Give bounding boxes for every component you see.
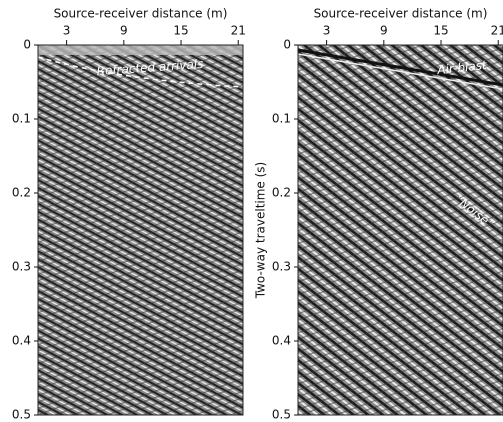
x-tick-label: 21 (231, 24, 246, 38)
x-tick-label: 3 (63, 24, 71, 38)
y-tick-label: 0 (23, 38, 31, 52)
refraction-curve (37, 56, 244, 88)
x-axis-label: Source-receiver distance (m) (54, 7, 228, 21)
y-tick-label: 0.5 (272, 408, 291, 422)
x-tick-label: 3 (323, 24, 331, 38)
y-tick-label: 0.3 (12, 260, 31, 274)
x-tick-label: 15 (173, 24, 188, 38)
y-tick-label: 0 (283, 38, 291, 52)
y-tick-label: 0.5 (12, 408, 31, 422)
x-tick-label: 15 (433, 24, 448, 38)
y-tick-label: 0.2 (272, 186, 291, 200)
y-tick-label: 0.3 (272, 260, 291, 274)
plot-frame (297, 44, 503, 416)
plot-frame (37, 44, 244, 416)
x-tick-label: 9 (380, 24, 388, 38)
annotation: Air-blast (436, 58, 489, 77)
x-axis-label: Source-receiver distance (m) (314, 7, 488, 21)
x-tick-label: 21 (491, 24, 503, 38)
y-tick-label: 0.1 (12, 112, 31, 126)
y-axis-label: Two-way traveltime (s) (254, 162, 268, 300)
panel: Source-receiver distance (m) 3 9 15 21 0 0.1 0.… (254, 7, 503, 422)
y-tick-label: 0.2 (12, 186, 31, 200)
seismic-overlay (38, 45, 243, 415)
y-tick-label: 0.1 (272, 112, 291, 126)
y-tick-label: 0.4 (12, 334, 31, 348)
y-tick-label: 0.4 (272, 334, 291, 348)
top-band (38, 45, 243, 55)
panel: Source-receiver distance (m) 3 9 15 21 0 0.1 0.… (12, 7, 246, 422)
panels: Source-receiver distance (m) 3 9 15 21 0 0.1 0.… (12, 7, 503, 422)
seismic-overlay (298, 45, 503, 415)
x-tick-label: 9 (120, 24, 128, 38)
air-blast-line (297, 48, 503, 87)
air-blast-line (297, 53, 503, 90)
